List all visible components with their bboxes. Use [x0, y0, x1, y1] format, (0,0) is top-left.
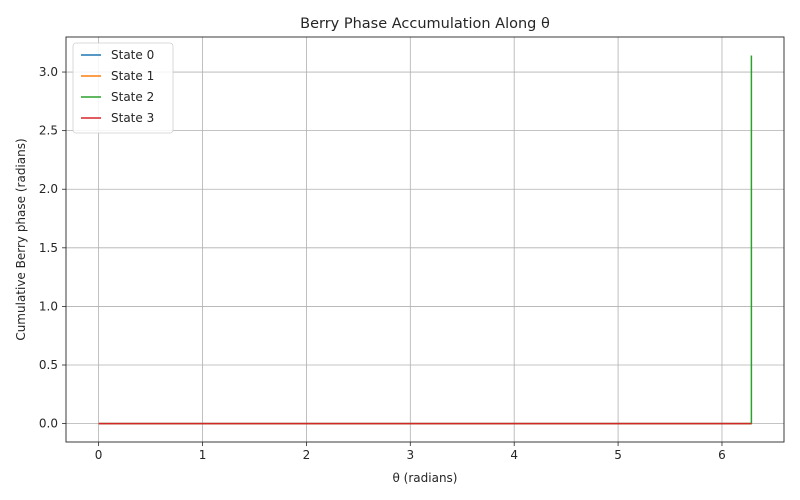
plot-frame	[65, 36, 785, 443]
legend: State 0 State 1 State 2 State 3	[72, 42, 174, 134]
y-axis-label: Cumulative Berry phase (radians)	[14, 138, 28, 340]
y-tick-label: 0.0	[39, 417, 58, 431]
x-tick-label: 6	[718, 448, 726, 462]
y-tick-label: 1.5	[39, 241, 58, 255]
chart-title: Berry Phase Accumulation Along θ	[300, 16, 550, 32]
legend-label-state-2: State 2	[111, 90, 154, 104]
legend-label-state-0: State 0	[111, 48, 154, 62]
x-axis-label: θ (radians)	[393, 471, 458, 485]
x-tick-label: 2	[303, 448, 311, 462]
series-lines	[98, 55, 753, 425]
legend-label-state-3: State 3	[111, 111, 154, 125]
x-tick-label: 0	[95, 448, 103, 462]
legend-box	[72, 42, 174, 134]
x-tick-label: 5	[614, 448, 622, 462]
x-tick-label: 4	[510, 448, 518, 462]
y-axis-ticks: 0.0 0.5 1.0 1.5 2.0 2.5 3.0	[39, 65, 66, 431]
y-tick-label: 2.0	[39, 182, 58, 196]
x-tick-label: 3	[406, 448, 414, 462]
y-tick-label: 2.5	[39, 124, 58, 138]
y-tick-label: 1.0	[39, 299, 58, 313]
y-tick-label: 3.0	[39, 65, 58, 79]
x-tick-label: 1	[199, 448, 207, 462]
y-tick-label: 0.5	[39, 358, 58, 372]
legend-label-state-1: State 1	[111, 69, 154, 83]
x-axis-ticks: 0 1 2 3 4 5 6	[95, 442, 726, 462]
